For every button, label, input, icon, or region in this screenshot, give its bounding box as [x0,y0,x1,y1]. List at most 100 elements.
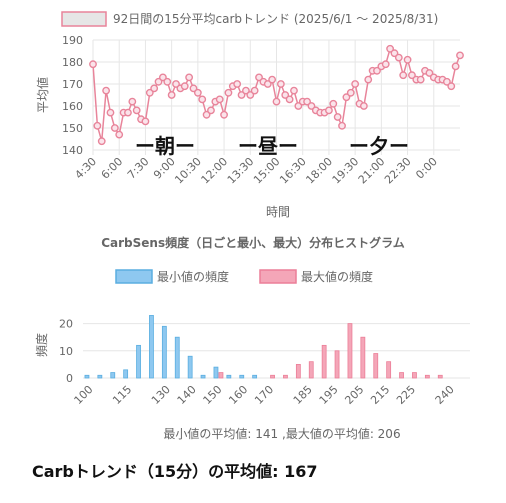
hist-bar-min[interactable] [136,344,141,379]
line-data-point[interactable] [250,86,259,95]
line-data-point[interactable] [242,86,250,95]
line-data-point[interactable] [338,121,346,130]
line-data-point[interactable] [202,110,211,119]
line-data-point[interactable] [224,88,233,97]
line-data-point[interactable] [167,91,176,99]
hist-bar-min[interactable] [97,374,103,379]
line-data-point[interactable] [154,77,163,86]
line-data-point[interactable] [268,75,277,84]
hist-bar-max[interactable] [283,374,288,379]
line-data-point[interactable] [89,60,97,69]
hist-bar-max[interactable] [270,374,275,379]
line-legend-label[interactable]: 92日間の15分平均carbトレンド (2025/6/1 〜 2025/8/31… [113,12,438,26]
line-data-point[interactable] [198,95,207,104]
hist-bar-min[interactable] [110,372,116,379]
hist-bar-max[interactable] [347,323,353,379]
hist-bar-max[interactable] [437,374,443,379]
hist-bar-max[interactable] [334,350,340,379]
hist-bar-min[interactable] [213,366,219,379]
line-data-point[interactable] [163,77,172,86]
line-data-point[interactable] [364,75,373,84]
hist-bar-max[interactable] [386,361,392,379]
line-data-point[interactable] [359,102,368,110]
line-data-point[interactable] [172,80,180,88]
line-data-point[interactable] [403,55,412,64]
line-data-point[interactable] [189,84,198,93]
line-data-point[interactable] [303,97,311,106]
hist-bar-max[interactable] [424,374,430,379]
hist-bar-min[interactable] [174,336,180,379]
line-data-point[interactable] [294,102,303,110]
line-data-point[interactable] [381,60,390,69]
line-data-point[interactable] [150,84,159,93]
line-data-point[interactable] [290,86,298,95]
line-data-point[interactable] [425,69,434,77]
line-data-point[interactable] [207,106,215,115]
line-data-point[interactable] [185,73,194,82]
line-data-point[interactable] [93,121,102,130]
line-data-point[interactable] [159,73,167,82]
line-data-point[interactable] [132,106,141,115]
line-data-point[interactable] [281,91,290,99]
line-data-point[interactable] [272,97,281,106]
line-data-point[interactable] [394,53,403,62]
line-data-point[interactable] [215,95,224,104]
hist-bar-min[interactable] [123,369,129,379]
line-data-point[interactable] [351,80,360,88]
line-data-point[interactable] [307,102,316,110]
line-data-point[interactable] [106,108,115,117]
line-data-point[interactable] [399,71,408,80]
hist-bar-min[interactable] [187,355,193,379]
line-data-point[interactable] [110,124,119,132]
hist-bar-max[interactable] [308,361,314,379]
hist-bar-max[interactable] [373,353,379,379]
hist-bar-min[interactable] [226,374,232,379]
line-data-point[interactable] [263,80,272,88]
hist-bar-min[interactable] [161,325,167,379]
line-data-point[interactable] [346,88,355,97]
line-data-point[interactable] [456,51,464,60]
hist-bar-min[interactable] [239,374,245,379]
hist-bar-max[interactable] [218,372,224,379]
line-data-point[interactable] [102,86,111,95]
line-data-point[interactable] [285,95,294,104]
hist-bar-max[interactable] [399,372,404,379]
line-data-point[interactable] [237,91,246,99]
line-legend-swatch[interactable] [61,11,107,27]
line-data-point[interactable] [193,88,202,97]
hist-legend-min-swatch[interactable] [115,269,153,284]
line-data-point[interactable] [325,106,333,115]
hist-bar-min[interactable] [84,374,90,379]
line-data-point[interactable] [141,117,150,126]
line-data-point[interactable] [442,77,451,86]
line-data-point[interactable] [373,66,381,75]
line-data-point[interactable] [276,80,285,88]
line-data-point[interactable] [97,137,106,146]
line-data-point[interactable] [451,62,460,71]
hist-bar-min[interactable] [200,374,206,379]
line-data-point[interactable] [128,97,137,106]
hist-bar-min[interactable] [149,315,154,379]
line-data-point[interactable] [342,93,351,102]
line-data-point[interactable] [115,130,124,139]
hist-bar-max[interactable] [412,372,417,379]
line-data-point[interactable] [408,71,416,80]
line-data-point[interactable] [233,80,242,88]
line-data-point[interactable] [333,113,342,121]
hist-legend-max-swatch[interactable] [259,269,297,284]
line-data-point[interactable] [255,73,263,82]
line-data-point[interactable] [390,49,399,58]
line-data-point[interactable] [220,110,228,119]
hist-bar-min[interactable] [252,374,258,379]
hist-legend-min-label[interactable]: 最小値の頻度 [157,269,229,284]
line-data-point[interactable] [386,44,394,53]
line-data-point[interactable] [329,99,338,108]
hist-bar-max[interactable] [360,336,366,379]
line-data-point[interactable] [180,82,189,91]
line-data-point[interactable] [416,75,425,84]
line-data-point[interactable] [447,82,456,91]
hist-legend-max-label[interactable]: 最大値の頻度 [301,269,373,284]
line-data-point[interactable] [246,91,255,99]
hist-bar-max[interactable] [295,363,301,379]
hist-bar-max[interactable] [321,344,327,379]
